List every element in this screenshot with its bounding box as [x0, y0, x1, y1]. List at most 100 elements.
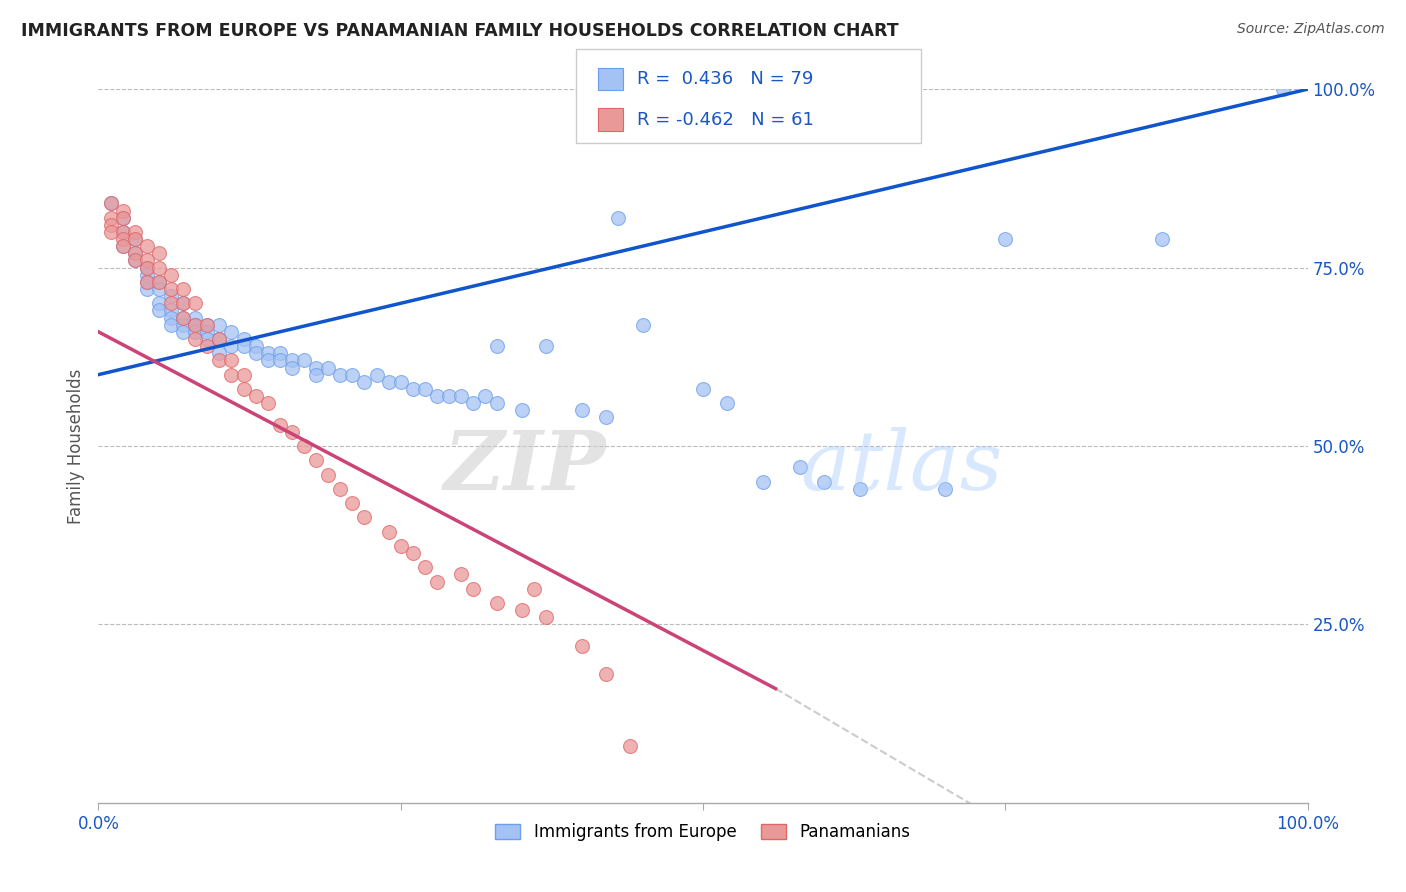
Point	[100, 225, 122, 239]
Point	[316, 360, 339, 375]
Point	[195, 339, 218, 353]
Point	[402, 546, 425, 560]
Point	[256, 346, 278, 360]
Y-axis label: Family Households: Family Households	[66, 368, 84, 524]
Point	[486, 596, 509, 610]
Point	[994, 232, 1017, 246]
Point	[692, 382, 714, 396]
Point	[329, 368, 352, 382]
Point	[245, 339, 267, 353]
Point	[281, 353, 304, 368]
Point	[221, 339, 243, 353]
Point	[148, 246, 170, 260]
Point	[534, 339, 557, 353]
Point	[413, 382, 436, 396]
Point	[849, 482, 872, 496]
Point	[631, 318, 654, 332]
Point	[160, 318, 183, 332]
Point	[510, 603, 533, 617]
Point	[450, 389, 472, 403]
Point	[256, 396, 278, 410]
Point	[124, 246, 146, 260]
Point	[148, 260, 170, 275]
Point	[148, 275, 170, 289]
Text: ZIP: ZIP	[444, 427, 606, 508]
Point	[316, 467, 339, 482]
Point	[353, 375, 375, 389]
Point	[377, 375, 399, 389]
Point	[342, 368, 364, 382]
Point	[437, 389, 460, 403]
Point	[160, 282, 183, 296]
Point	[135, 260, 157, 275]
Point	[172, 296, 194, 310]
Point	[135, 239, 157, 253]
Point	[523, 582, 546, 596]
Point	[124, 225, 146, 239]
Point	[135, 253, 157, 268]
Point	[160, 303, 183, 318]
Point	[124, 232, 146, 246]
Point	[256, 353, 278, 368]
Point	[111, 203, 134, 218]
Point	[100, 211, 122, 225]
Point	[450, 567, 472, 582]
Point	[619, 739, 641, 753]
Point	[269, 417, 291, 432]
Point	[195, 332, 218, 346]
Point	[389, 375, 412, 389]
Point	[208, 318, 231, 332]
Point	[221, 353, 243, 368]
Point	[510, 403, 533, 417]
Point	[342, 496, 364, 510]
Point	[221, 368, 243, 382]
Point	[195, 318, 218, 332]
Point	[160, 296, 183, 310]
Point	[184, 332, 207, 346]
Point	[389, 539, 412, 553]
Point	[148, 303, 170, 318]
Point	[245, 346, 267, 360]
Point	[135, 268, 157, 282]
Point	[232, 339, 254, 353]
Point	[752, 475, 775, 489]
Point	[208, 332, 231, 346]
Point	[172, 310, 194, 325]
Point	[184, 318, 207, 332]
Point	[305, 368, 328, 382]
Point	[135, 282, 157, 296]
Text: R =  0.436   N = 79: R = 0.436 N = 79	[637, 70, 813, 88]
Point	[595, 410, 617, 425]
Point	[426, 389, 449, 403]
Point	[208, 353, 231, 368]
Point	[716, 396, 738, 410]
Point	[607, 211, 630, 225]
Point	[463, 582, 485, 596]
Legend: Immigrants from Europe, Panamanians: Immigrants from Europe, Panamanians	[489, 817, 917, 848]
Point	[135, 260, 157, 275]
Point	[148, 282, 170, 296]
Point	[281, 425, 304, 439]
Point	[100, 196, 122, 211]
Point	[1272, 82, 1295, 96]
Point	[281, 360, 304, 375]
Point	[148, 275, 170, 289]
Point	[934, 482, 956, 496]
Point	[208, 346, 231, 360]
Point	[232, 382, 254, 396]
Point	[124, 253, 146, 268]
Point	[353, 510, 375, 524]
Point	[426, 574, 449, 589]
Point	[474, 389, 496, 403]
Point	[402, 382, 425, 396]
Point	[172, 282, 194, 296]
Point	[160, 310, 183, 325]
Text: atlas: atlas	[800, 427, 1002, 508]
Point	[195, 318, 218, 332]
Point	[413, 560, 436, 574]
Point	[172, 325, 194, 339]
Point	[377, 524, 399, 539]
Text: Source: ZipAtlas.com: Source: ZipAtlas.com	[1237, 22, 1385, 37]
Point	[111, 239, 134, 253]
Point	[184, 310, 207, 325]
